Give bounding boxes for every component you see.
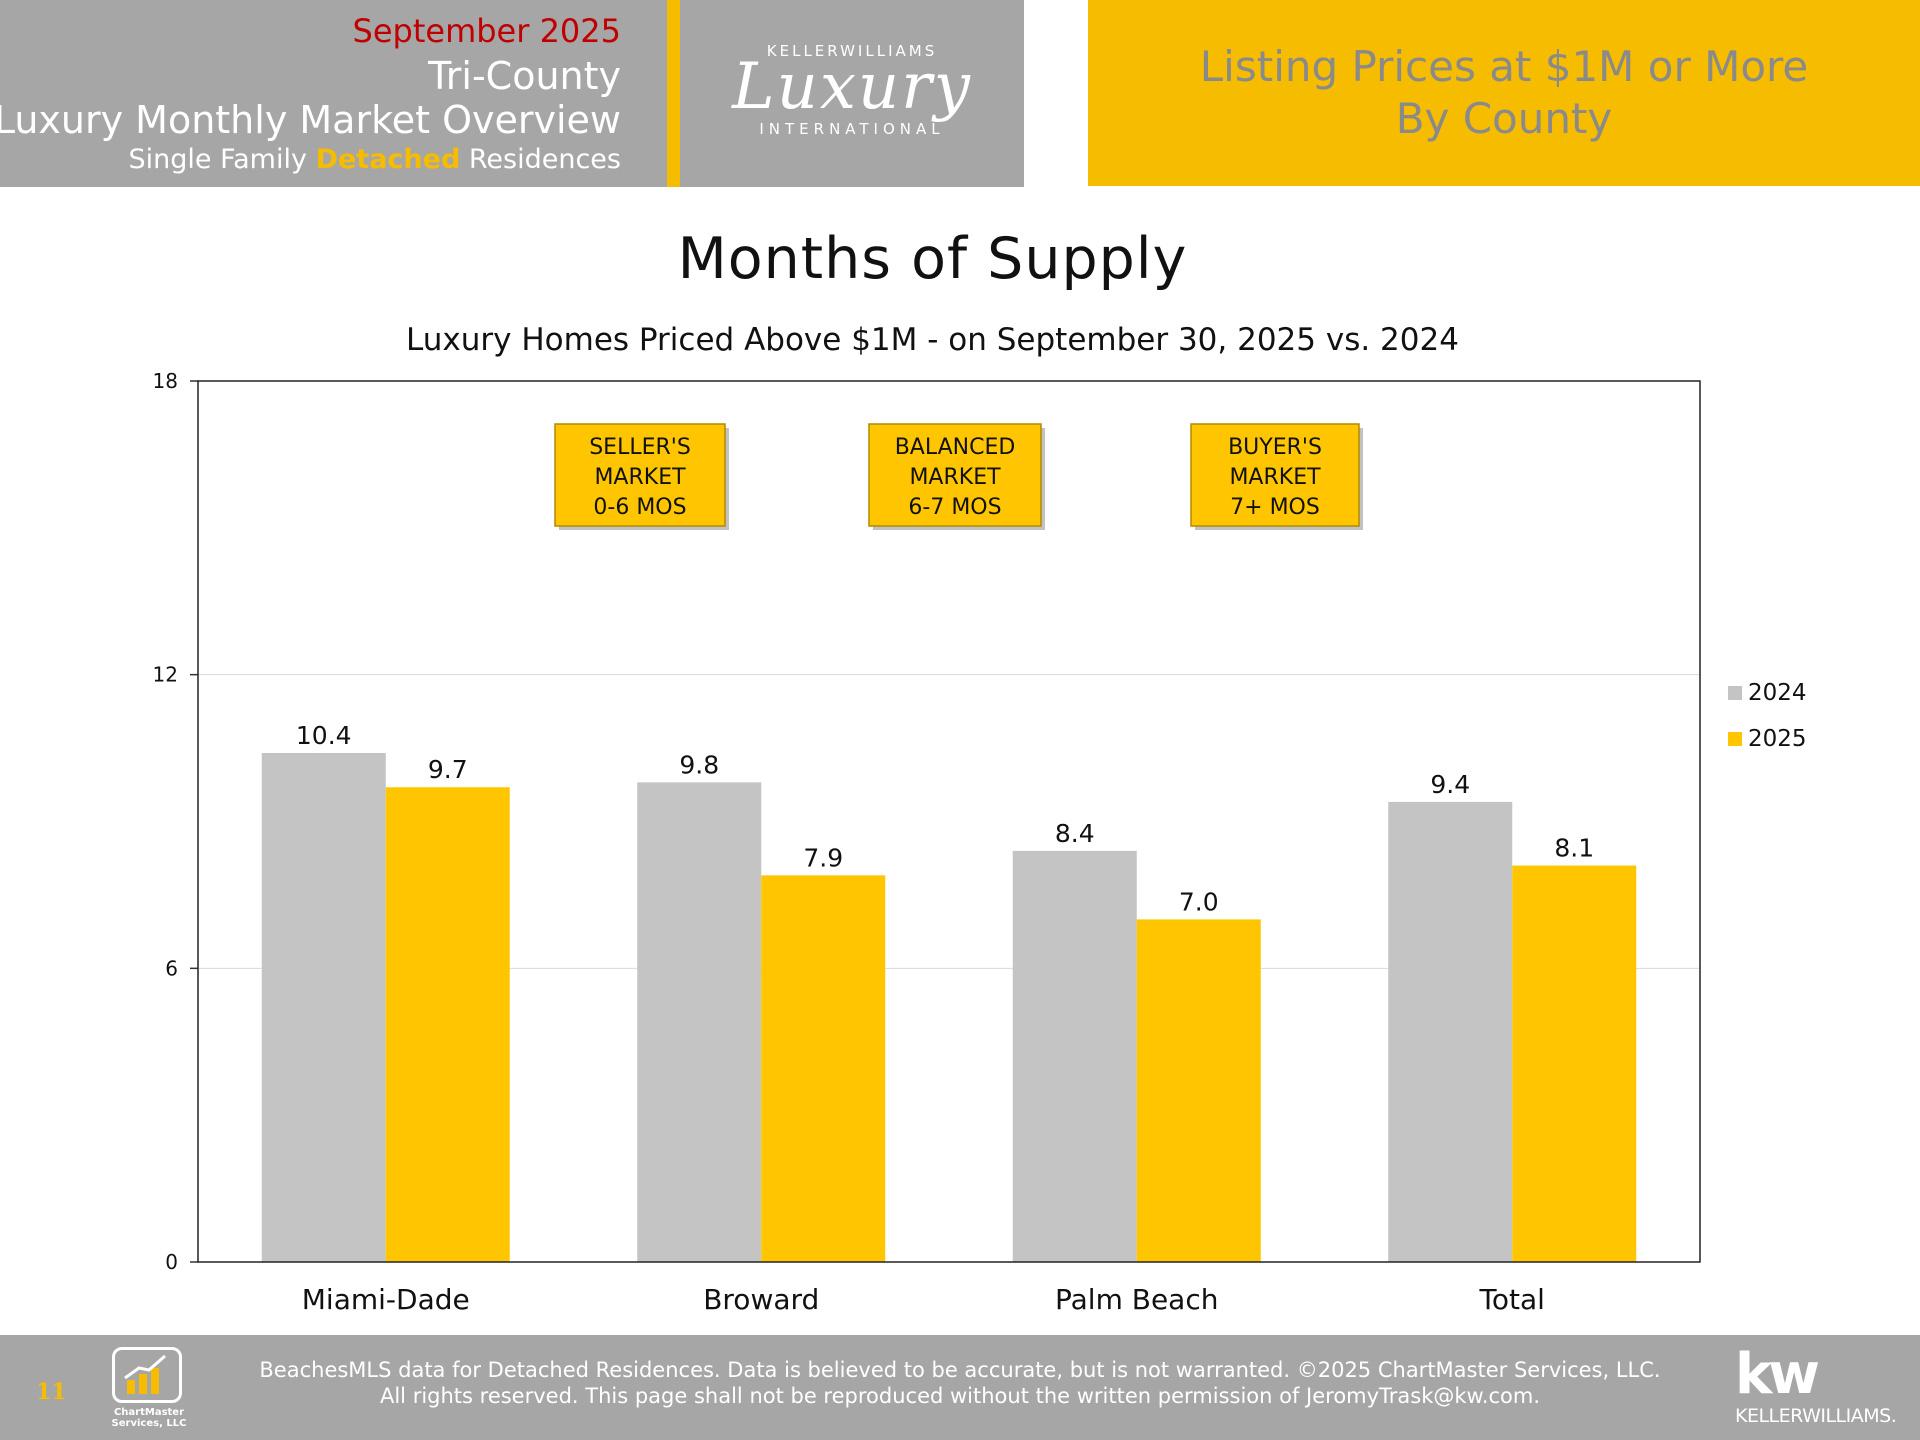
chart-title: Months of Supply	[677, 226, 1188, 292]
logo-script-text: Luxury	[732, 50, 972, 124]
market-annotation-box	[868, 423, 1042, 527]
chartmaster-logo-line2: Services, LLC	[111, 1418, 187, 1429]
legend-swatch-2025	[1728, 732, 1742, 746]
data-label-2025: 7.0	[1179, 887, 1219, 916]
y-tick-label: 18	[153, 369, 178, 393]
data-label-2024: 9.4	[1430, 770, 1470, 799]
legend-item-2025: 2025	[1728, 716, 1807, 762]
data-label-2024: 8.4	[1055, 819, 1095, 848]
header-right-panel: Listing Prices at $1M or More By County	[1088, 0, 1920, 186]
market-annotation-box	[554, 423, 726, 527]
annotation-text: MARKET	[909, 465, 1001, 490]
page-number: 11	[36, 1379, 67, 1405]
page-heading-line1: Listing Prices at $1M or More	[1199, 42, 1809, 91]
data-label-2024: 10.4	[296, 721, 352, 750]
annotation-text: MARKET	[594, 465, 686, 490]
report-region: Tri-County	[428, 54, 621, 98]
legend-item-2024: 2024	[1728, 670, 1807, 716]
chart-legend: 2024 2025	[1728, 670, 1807, 762]
header-accent-stripe	[667, 0, 680, 187]
page-heading-line2: By County	[1395, 94, 1613, 143]
months-of-supply-chart: 0 6 12 18 10.4 9.7 Miami-Dade 9.8 7.9 Broward 8.4 7…	[153, 369, 1701, 1316]
chart-subtitle: Luxury Homes Priced Above $1M - on Septe…	[406, 322, 1459, 358]
property-prefix: Single Family	[128, 144, 307, 175]
footer: 11 ChartMaster Services, LLC BeachesMLS …	[0, 1335, 1920, 1440]
bar-2024	[637, 782, 762, 1262]
x-category-label: Broward	[703, 1283, 819, 1316]
bar-2024	[1012, 850, 1137, 1262]
y-tick-label: 0	[165, 1250, 178, 1274]
legend-swatch-2024	[1728, 686, 1742, 700]
bar-2025	[761, 875, 886, 1262]
kw-luxury-logo: KELLERWILLIAMS Luxury INTERNATIONAL	[680, 0, 1024, 187]
kw-logo-name: KELLERWILLIAMS.	[1735, 1405, 1897, 1427]
source-disclaimer: BeachesMLS data for Detached Residences.…	[200, 1357, 1720, 1409]
property-highlight: Detached	[315, 144, 461, 175]
legend-label-2025: 2025	[1748, 726, 1807, 752]
bar-2024	[1388, 801, 1513, 1262]
source-line-1: BeachesMLS data for Detached Residences.…	[259, 1358, 1661, 1382]
logo-bottom-text: INTERNATIONAL	[759, 120, 945, 138]
annotation-text: BALANCED	[895, 435, 1016, 460]
legend-label-2024: 2024	[1748, 680, 1807, 706]
market-annotation-box	[1190, 423, 1360, 527]
annotation-text: 7+ MOS	[1230, 495, 1320, 520]
y-tick-label: 12	[153, 663, 178, 687]
chartmaster-logo-text: ChartMaster Services, LLC	[104, 1407, 194, 1429]
annotation-text: SELLER'S	[589, 435, 691, 460]
annotation-text: 0-6 MOS	[593, 495, 686, 520]
data-label-2025: 9.7	[428, 755, 468, 784]
x-category-label: Miami-Dade	[302, 1283, 470, 1316]
header-left-panel: September 2025 Tri-County Luxury Monthly…	[0, 0, 667, 187]
logo-top-text: KELLERWILLIAMS	[766, 42, 938, 60]
source-line-2: All rights reserved. This page shall not…	[379, 1384, 1541, 1408]
data-label-2024: 9.8	[679, 750, 719, 779]
chartmaster-logo-line1: ChartMaster	[113, 1407, 185, 1418]
bar-2025	[385, 787, 510, 1262]
property-type: Single Family Detached Residences	[129, 144, 622, 175]
keller-williams-logo: kw KELLERWILLIAMS.	[1735, 1342, 1897, 1428]
bar-2025	[1136, 919, 1261, 1262]
report-month: September 2025	[352, 12, 621, 50]
data-label-2025: 7.9	[803, 843, 843, 872]
property-suffix: Residences	[468, 144, 621, 175]
annotation-text: 6-7 MOS	[908, 495, 1001, 520]
report-name: Luxury Monthly Market Overview	[0, 98, 621, 142]
annotation-text: BUYER'S	[1228, 435, 1322, 460]
bar-2024	[261, 752, 386, 1262]
y-tick-label: 6	[165, 956, 178, 980]
x-category-label: Palm Beach	[1055, 1283, 1218, 1316]
plot-area-border	[197, 380, 1701, 1263]
annotation-text: MARKET	[1229, 465, 1321, 490]
chartmaster-logo-icon	[112, 1347, 182, 1403]
x-category-label: Total	[1479, 1283, 1545, 1316]
kw-logo-mark: kw	[1735, 1342, 1820, 1407]
bar-2025	[1512, 865, 1637, 1262]
data-label-2025: 8.1	[1554, 834, 1594, 863]
